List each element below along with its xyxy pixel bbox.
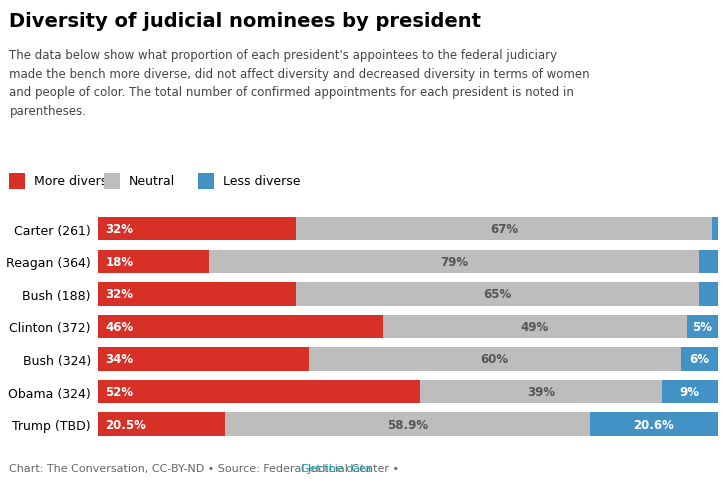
Text: 18%: 18% — [105, 255, 133, 268]
Text: 46%: 46% — [105, 320, 133, 333]
Bar — [420, 380, 662, 403]
Text: Chart: The Conversation, CC-BY-ND • Source: Federal Judicial Center •: Chart: The Conversation, CC-BY-ND • Sour… — [9, 463, 403, 473]
Text: 60%: 60% — [481, 353, 509, 366]
Bar — [711, 217, 718, 241]
Text: The data below show what proportion of each president's appointees to the federa: The data below show what proportion of e… — [9, 49, 590, 118]
Bar — [309, 348, 681, 371]
Text: 49%: 49% — [521, 320, 549, 333]
Text: Neutral: Neutral — [128, 175, 175, 188]
Bar — [681, 348, 718, 371]
Text: 52%: 52% — [105, 385, 133, 398]
Bar — [687, 315, 718, 338]
Bar — [98, 217, 297, 241]
Bar — [297, 217, 711, 241]
Text: 20.6%: 20.6% — [634, 418, 674, 431]
Text: 79%: 79% — [440, 255, 468, 268]
Text: Diversity of judicial nominees by president: Diversity of judicial nominees by presid… — [9, 12, 481, 31]
Bar — [98, 348, 309, 371]
Text: 9%: 9% — [680, 385, 700, 398]
Bar — [662, 380, 718, 403]
Text: 58.9%: 58.9% — [387, 418, 428, 431]
Bar — [383, 315, 687, 338]
Text: 6%: 6% — [689, 353, 709, 366]
Text: More diverse: More diverse — [34, 175, 115, 188]
Text: 39%: 39% — [527, 385, 555, 398]
Bar — [699, 250, 718, 273]
Bar — [590, 412, 718, 436]
Text: Get the data: Get the data — [302, 463, 372, 473]
Text: 67%: 67% — [490, 223, 518, 236]
Text: 65%: 65% — [484, 287, 512, 301]
Bar — [98, 380, 420, 403]
Bar — [98, 412, 225, 436]
Bar — [699, 283, 718, 306]
Text: 20.5%: 20.5% — [105, 418, 146, 431]
Bar — [98, 250, 210, 273]
Text: 32%: 32% — [105, 287, 133, 301]
Text: 32%: 32% — [105, 223, 133, 236]
Bar — [297, 283, 699, 306]
Text: 34%: 34% — [105, 353, 133, 366]
Text: 5%: 5% — [692, 320, 712, 333]
Bar — [225, 412, 590, 436]
Bar — [210, 250, 699, 273]
Text: Less diverse: Less diverse — [223, 175, 300, 188]
Bar — [98, 283, 297, 306]
Bar — [98, 315, 383, 338]
